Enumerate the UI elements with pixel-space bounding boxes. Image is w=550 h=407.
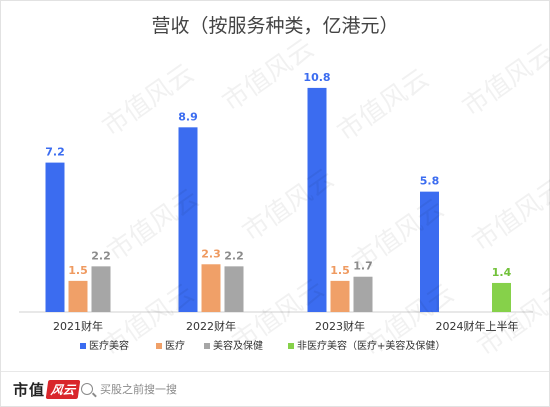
bar-3-series-2 <box>330 280 350 312</box>
data-label-1-series-1: 7.2 <box>45 146 65 159</box>
chart-title: 营收（按服务种类，亿港元） <box>151 15 399 37</box>
bar-2-series-2 <box>201 264 221 312</box>
data-label-2-series-3: 2.2 <box>224 249 244 262</box>
footer-bar: 市值 风云 买股之前搜一搜 <box>1 371 549 406</box>
x-tick-label-2: 2022财年 <box>186 319 236 333</box>
bar-1-series-2 <box>68 280 88 312</box>
search-placeholder: 买股之前搜一搜 <box>100 383 177 396</box>
data-label-1-series-2: 1.5 <box>68 264 88 277</box>
legend-swatch-2 <box>156 343 162 349</box>
legend-label-3: 美容及保健 <box>213 339 263 352</box>
legend-label-4: 非医疗美容（医疗+美容及保健） <box>297 339 445 352</box>
x-tick-label-4: 2024财年上半年 <box>436 319 519 333</box>
legend-swatch-3 <box>204 343 210 349</box>
bar-3-series-3 <box>353 276 373 312</box>
brand-logo[interactable]: 市值 风云 <box>13 379 81 399</box>
bar-1-series-3 <box>91 266 111 312</box>
x-tick-label-3: 2023财年 <box>315 319 365 333</box>
bar-4-series-1 <box>420 191 439 312</box>
bar-2-series-3 <box>224 266 244 312</box>
bar-2-series-1 <box>178 127 198 312</box>
data-label-2-series-2: 2.3 <box>201 247 221 260</box>
data-label-3-series-1: 10.8 <box>303 71 330 84</box>
logo-mark: 风云 <box>45 379 81 399</box>
search-icon <box>81 383 93 395</box>
logo-text: 市值 <box>13 380 46 399</box>
bar-1-series-1 <box>45 162 65 312</box>
legend-label-1: 医疗美容 <box>89 339 129 352</box>
legend-swatch-4 <box>288 343 294 349</box>
data-label-2-series-1: 8.9 <box>178 110 198 123</box>
data-label-3-series-3: 1.7 <box>353 260 373 273</box>
data-label-3-series-2: 1.5 <box>330 264 350 277</box>
legend-swatch-1 <box>80 343 86 349</box>
data-label-4-series-4: 1.4 <box>492 266 512 279</box>
legend-label-2: 医疗 <box>165 339 185 352</box>
bar-4-series-4 <box>492 282 511 312</box>
data-label-4-series-1: 5.8 <box>420 175 440 188</box>
bar-3-series-1 <box>307 87 327 313</box>
search-box[interactable]: 买股之前搜一搜 <box>77 378 277 400</box>
data-label-1-series-3: 2.2 <box>91 249 111 262</box>
x-tick-label-1: 2021财年 <box>53 319 103 333</box>
